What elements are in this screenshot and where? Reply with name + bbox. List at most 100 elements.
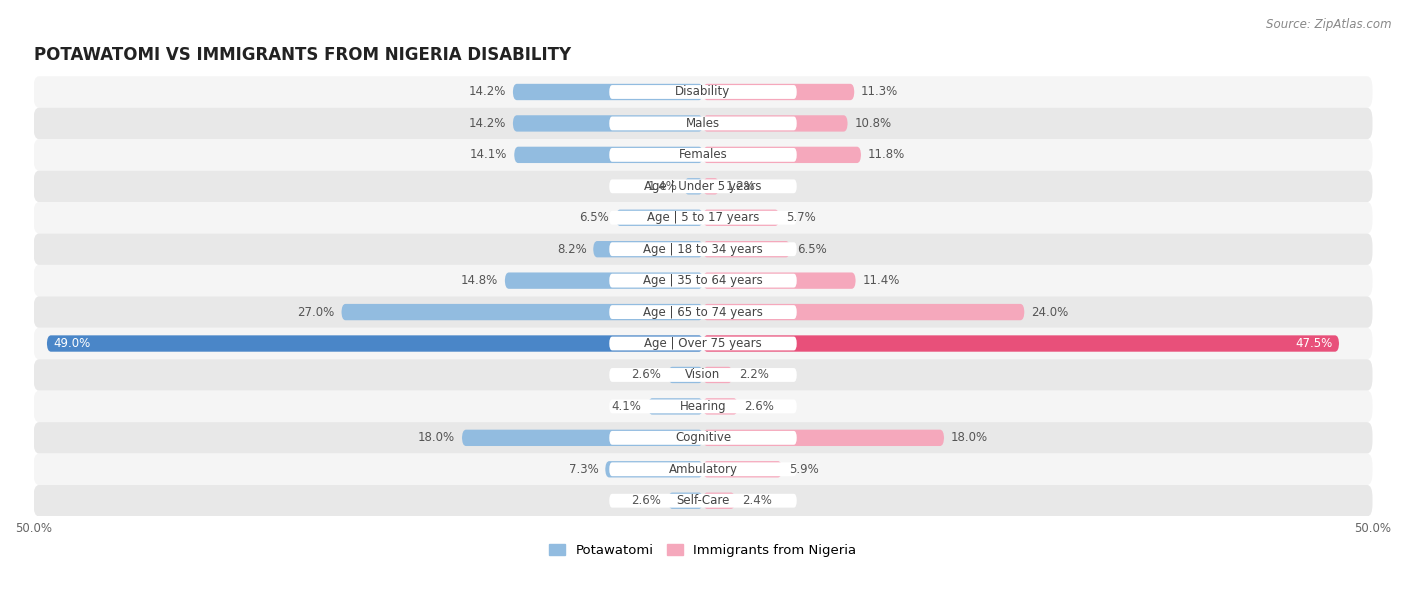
FancyBboxPatch shape <box>609 400 797 413</box>
Text: 49.0%: 49.0% <box>53 337 91 350</box>
FancyBboxPatch shape <box>609 463 797 476</box>
FancyBboxPatch shape <box>34 202 1372 233</box>
Text: 18.0%: 18.0% <box>950 431 988 444</box>
FancyBboxPatch shape <box>34 453 1372 485</box>
FancyBboxPatch shape <box>703 461 782 477</box>
Text: 27.0%: 27.0% <box>298 305 335 319</box>
Text: 5.7%: 5.7% <box>786 211 815 224</box>
FancyBboxPatch shape <box>703 367 733 383</box>
Text: Males: Males <box>686 117 720 130</box>
Text: Age | Under 5 years: Age | Under 5 years <box>644 180 762 193</box>
FancyBboxPatch shape <box>34 485 1372 517</box>
FancyBboxPatch shape <box>703 147 860 163</box>
Text: 14.1%: 14.1% <box>470 148 508 162</box>
Text: 8.2%: 8.2% <box>557 243 586 256</box>
Text: Source: ZipAtlas.com: Source: ZipAtlas.com <box>1267 18 1392 31</box>
FancyBboxPatch shape <box>609 85 797 99</box>
Text: Age | 65 to 74 years: Age | 65 to 74 years <box>643 305 763 319</box>
FancyBboxPatch shape <box>703 178 718 195</box>
Text: 18.0%: 18.0% <box>418 431 456 444</box>
Text: 1.2%: 1.2% <box>725 180 755 193</box>
Text: 5.9%: 5.9% <box>789 463 818 476</box>
FancyBboxPatch shape <box>703 304 1025 320</box>
FancyBboxPatch shape <box>685 178 703 195</box>
Text: 2.6%: 2.6% <box>631 494 661 507</box>
FancyBboxPatch shape <box>34 422 1372 453</box>
Text: 2.6%: 2.6% <box>631 368 661 381</box>
FancyBboxPatch shape <box>668 493 703 509</box>
FancyBboxPatch shape <box>34 390 1372 422</box>
Legend: Potawatomi, Immigrants from Nigeria: Potawatomi, Immigrants from Nigeria <box>544 539 862 562</box>
FancyBboxPatch shape <box>609 368 797 382</box>
Text: 2.6%: 2.6% <box>745 400 775 413</box>
FancyBboxPatch shape <box>703 272 856 289</box>
FancyBboxPatch shape <box>513 115 703 132</box>
FancyBboxPatch shape <box>34 76 1372 108</box>
FancyBboxPatch shape <box>609 179 797 193</box>
FancyBboxPatch shape <box>513 84 703 100</box>
Text: Self-Care: Self-Care <box>676 494 730 507</box>
FancyBboxPatch shape <box>703 115 848 132</box>
Text: 14.2%: 14.2% <box>468 86 506 99</box>
Text: Females: Females <box>679 148 727 162</box>
FancyBboxPatch shape <box>505 272 703 289</box>
Text: 11.3%: 11.3% <box>860 86 898 99</box>
Text: Hearing: Hearing <box>679 400 727 413</box>
Text: Age | 18 to 34 years: Age | 18 to 34 years <box>643 243 763 256</box>
Text: 47.5%: 47.5% <box>1295 337 1333 350</box>
FancyBboxPatch shape <box>609 494 797 507</box>
Text: Age | 5 to 17 years: Age | 5 to 17 years <box>647 211 759 224</box>
FancyBboxPatch shape <box>703 335 1339 352</box>
Text: 14.8%: 14.8% <box>461 274 498 287</box>
FancyBboxPatch shape <box>703 398 738 414</box>
Text: 2.4%: 2.4% <box>742 494 772 507</box>
Text: Vision: Vision <box>685 368 721 381</box>
Text: Ambulatory: Ambulatory <box>668 463 738 476</box>
FancyBboxPatch shape <box>609 148 797 162</box>
FancyBboxPatch shape <box>342 304 703 320</box>
FancyBboxPatch shape <box>703 493 735 509</box>
Text: 10.8%: 10.8% <box>855 117 891 130</box>
FancyBboxPatch shape <box>609 305 797 319</box>
FancyBboxPatch shape <box>34 139 1372 171</box>
FancyBboxPatch shape <box>609 211 797 225</box>
FancyBboxPatch shape <box>34 359 1372 390</box>
Text: POTAWATOMI VS IMMIGRANTS FROM NIGERIA DISABILITY: POTAWATOMI VS IMMIGRANTS FROM NIGERIA DI… <box>34 46 571 64</box>
FancyBboxPatch shape <box>648 398 703 414</box>
FancyBboxPatch shape <box>46 335 703 352</box>
Text: Age | 35 to 64 years: Age | 35 to 64 years <box>643 274 763 287</box>
FancyBboxPatch shape <box>616 209 703 226</box>
FancyBboxPatch shape <box>609 242 797 256</box>
Text: 7.3%: 7.3% <box>569 463 599 476</box>
FancyBboxPatch shape <box>463 430 703 446</box>
Text: 1.4%: 1.4% <box>648 180 678 193</box>
FancyBboxPatch shape <box>609 337 797 351</box>
FancyBboxPatch shape <box>34 265 1372 296</box>
FancyBboxPatch shape <box>34 328 1372 359</box>
FancyBboxPatch shape <box>34 171 1372 202</box>
Text: 24.0%: 24.0% <box>1031 305 1069 319</box>
Text: 6.5%: 6.5% <box>797 243 827 256</box>
Text: Disability: Disability <box>675 86 731 99</box>
Text: 6.5%: 6.5% <box>579 211 609 224</box>
FancyBboxPatch shape <box>703 430 943 446</box>
FancyBboxPatch shape <box>34 296 1372 328</box>
FancyBboxPatch shape <box>609 431 797 445</box>
Text: 11.4%: 11.4% <box>862 274 900 287</box>
FancyBboxPatch shape <box>515 147 703 163</box>
FancyBboxPatch shape <box>703 209 779 226</box>
FancyBboxPatch shape <box>609 116 797 130</box>
Text: Cognitive: Cognitive <box>675 431 731 444</box>
FancyBboxPatch shape <box>605 461 703 477</box>
FancyBboxPatch shape <box>609 274 797 288</box>
FancyBboxPatch shape <box>593 241 703 258</box>
FancyBboxPatch shape <box>703 241 790 258</box>
Text: 2.2%: 2.2% <box>740 368 769 381</box>
FancyBboxPatch shape <box>34 108 1372 139</box>
FancyBboxPatch shape <box>703 84 855 100</box>
FancyBboxPatch shape <box>34 233 1372 265</box>
Text: 4.1%: 4.1% <box>612 400 641 413</box>
Text: Age | Over 75 years: Age | Over 75 years <box>644 337 762 350</box>
Text: 14.2%: 14.2% <box>468 117 506 130</box>
Text: 11.8%: 11.8% <box>868 148 905 162</box>
